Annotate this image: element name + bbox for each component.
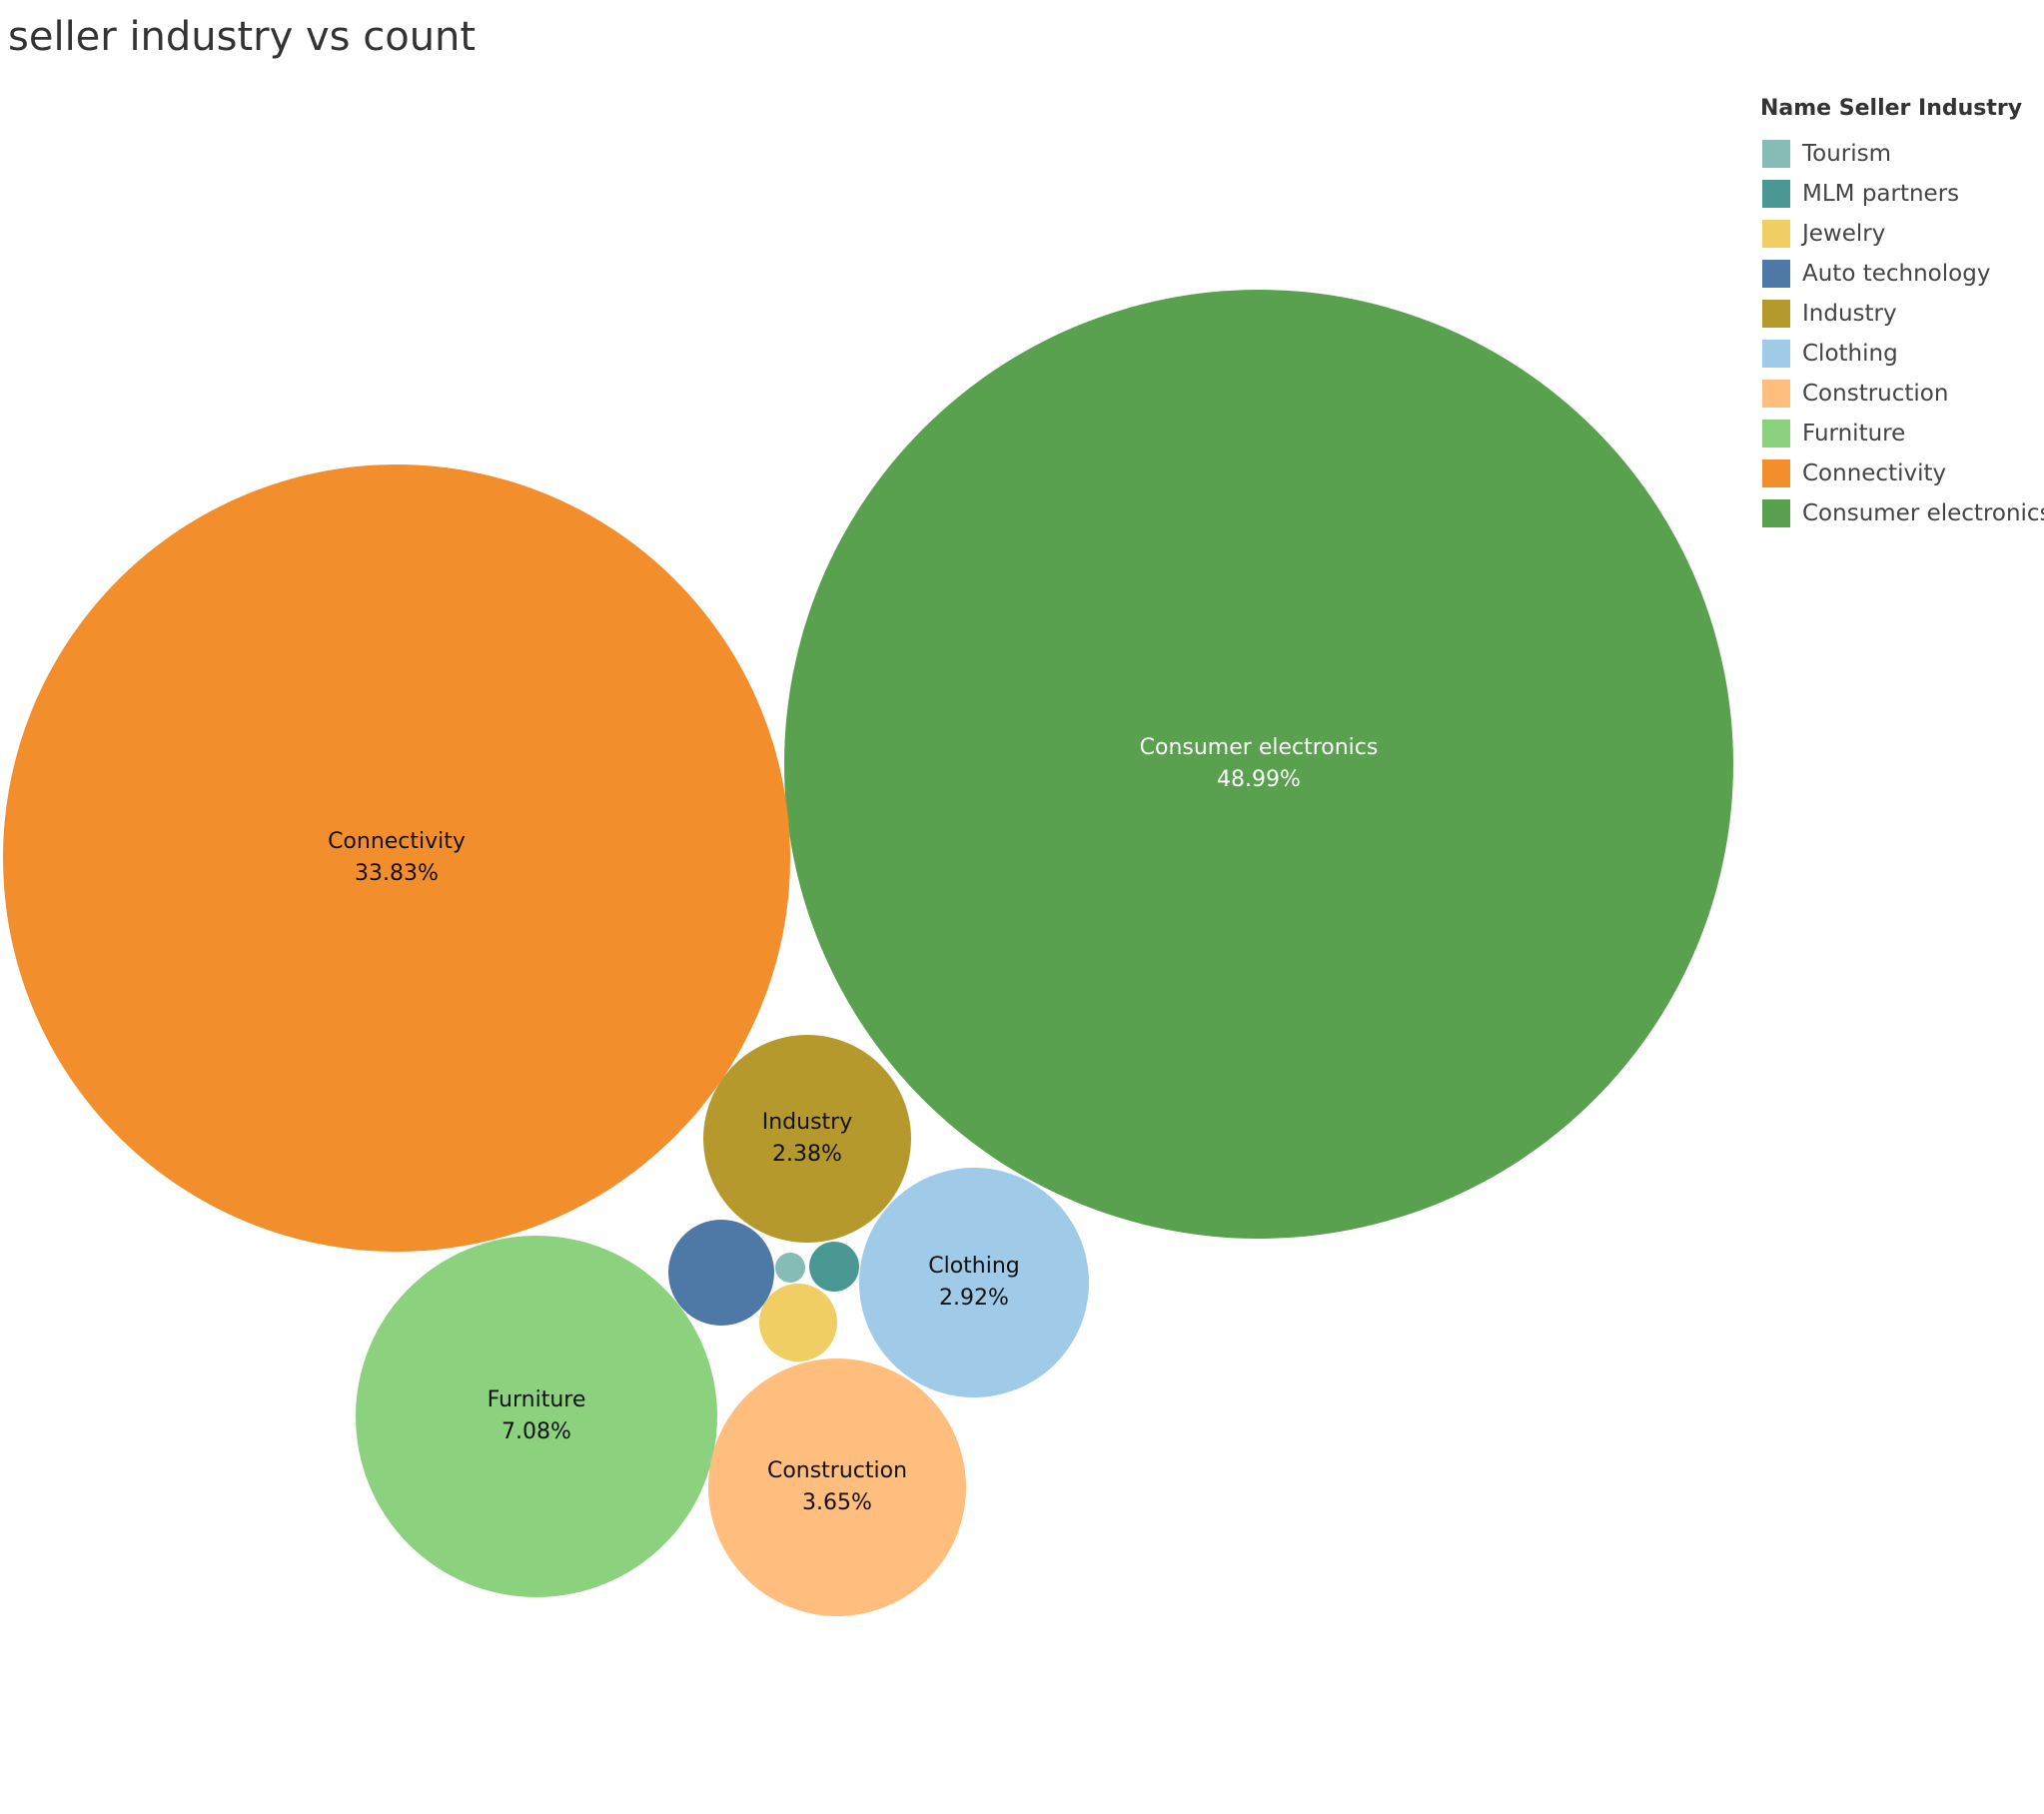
bubble-clothing[interactable] [859,1168,1089,1397]
legend-swatch [1762,220,1790,248]
legend-item-tourism[interactable]: Tourism [1760,134,2044,174]
bubble-consumer-electronics[interactable] [784,290,1733,1239]
legend: Name Seller Industry Tourism MLM partners… [1760,94,2044,533]
bubble-name-label-construction: Construction [767,1458,907,1483]
legend-items: Tourism MLM partners Jewelry Auto technolog… [1760,134,2044,533]
legend-label: Jewelry [1802,221,1886,247]
bubble-name-label-furniture: Furniture [488,1387,586,1412]
bubble-value-label-industry: 2.38% [772,1142,842,1167]
bubble-value-label-clothing: 2.92% [939,1286,1009,1311]
bubble-mlm-partners[interactable] [809,1242,859,1292]
legend-swatch [1762,140,1790,168]
legend-item-industry[interactable]: Industry [1760,294,2044,334]
legend-label: Auto technology [1802,261,1991,287]
chart-title: seller industry vs count [8,14,477,60]
bubble-industry[interactable] [703,1035,911,1243]
legend-title: Name Seller Industry [1760,96,2023,121]
legend-swatch [1762,459,1790,487]
legend-label: Connectivity [1802,460,1947,486]
bubble-furniture[interactable] [356,1236,717,1597]
bubble-value-label-consumer-electronics: 48.99% [1217,767,1301,792]
legend-swatch [1762,260,1790,288]
legend-item-mlm-partners[interactable]: MLM partners [1760,174,2044,214]
bubble-value-label-connectivity: 33.83% [355,861,439,886]
bubble-tourism[interactable] [775,1253,805,1283]
legend-swatch [1762,380,1790,408]
legend-swatch [1762,499,1790,527]
legend-swatch [1762,180,1790,208]
legend-label: Construction [1802,381,1949,407]
legend-item-jewelry[interactable]: Jewelry [1760,214,2044,254]
bubble-construction[interactable] [708,1359,966,1616]
legend-label: Industry [1802,301,1897,327]
bubble-connectivity[interactable] [3,464,790,1252]
legend-label: Furniture [1802,421,1906,447]
legend-item-furniture[interactable]: Furniture [1760,414,2044,454]
bubble-name-label-consumer-electronics: Consumer electronics [1140,735,1379,760]
legend-label: Consumer electronics [1802,500,2044,526]
legend-swatch [1762,300,1790,328]
legend-item-consumer-electronics[interactable]: Consumer electronics [1760,493,2044,533]
legend-item-clothing[interactable]: Clothing [1760,334,2044,374]
legend-swatch [1762,420,1790,448]
legend-label: Tourism [1802,141,1892,167]
legend-swatch [1762,340,1790,368]
bubble-value-label-construction: 3.65% [802,1490,872,1515]
bubble-name-label-connectivity: Connectivity [328,829,466,854]
legend-item-connectivity[interactable]: Connectivity [1760,454,2044,493]
bubble-name-label-clothing: Clothing [928,1254,1020,1279]
legend-label: MLM partners [1802,181,1960,207]
bubble-auto-technology[interactable] [668,1220,774,1326]
bubble-name-label-industry: Industry [762,1110,853,1135]
legend-item-construction[interactable]: Construction [1760,374,2044,414]
bubble-value-label-furniture: 7.08% [502,1419,571,1444]
bubble-jewelry[interactable] [759,1284,837,1361]
legend-label: Clothing [1802,341,1898,367]
legend-item-auto-technology[interactable]: Auto technology [1760,254,2044,294]
